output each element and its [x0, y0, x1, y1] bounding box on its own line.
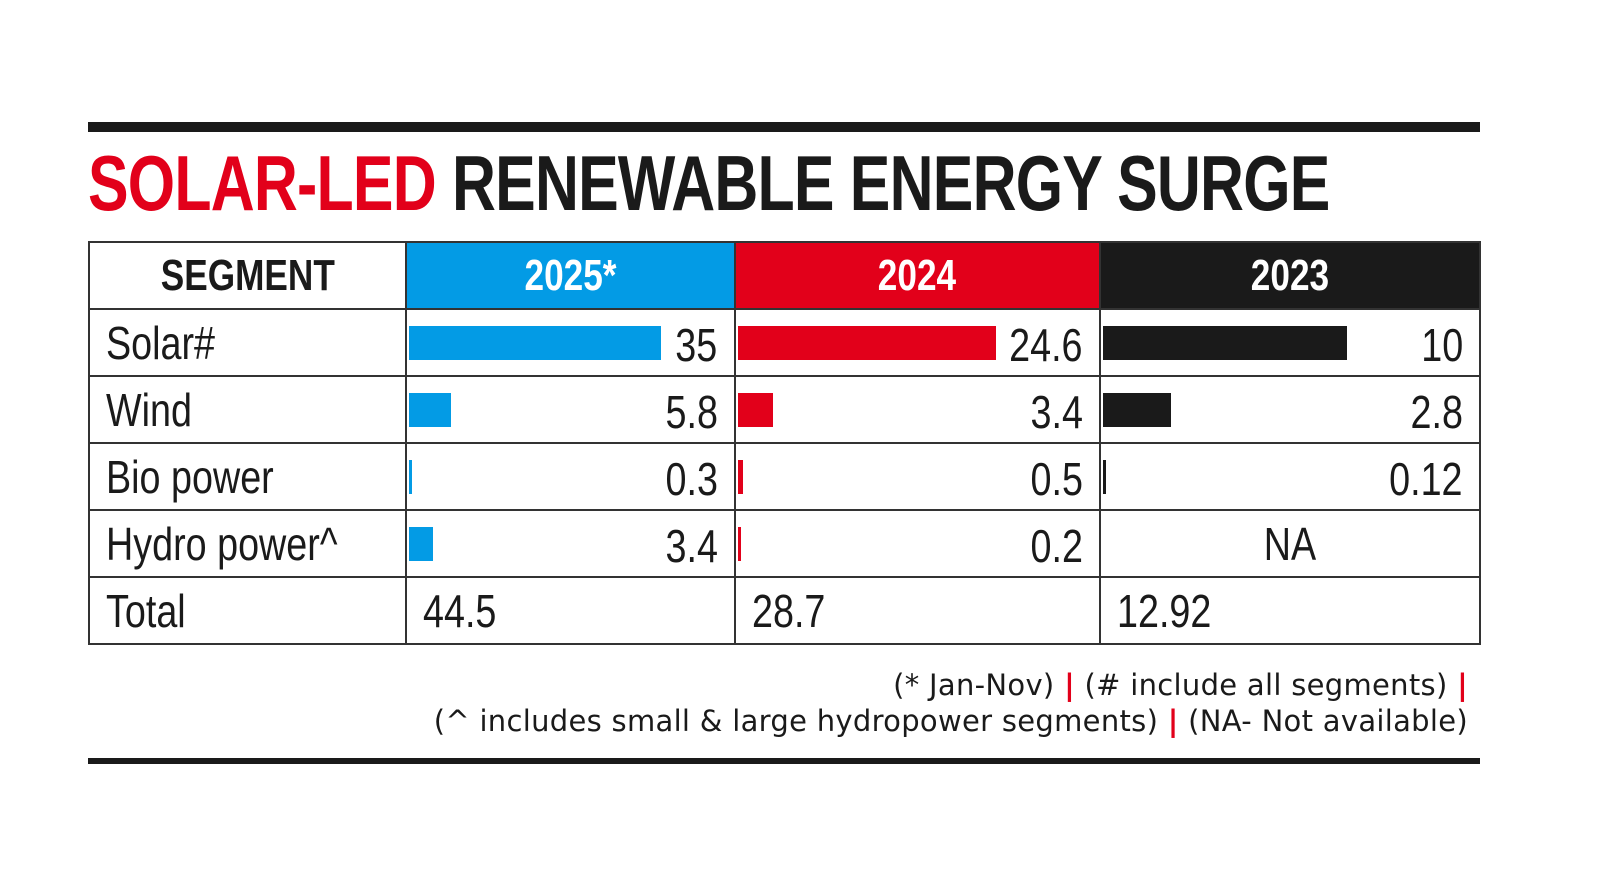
total-value: 12.92: [1098, 576, 1482, 645]
note-hydro: (^ includes small & large hydropower seg…: [433, 704, 1159, 738]
value-cell: 0.5: [733, 442, 1101, 511]
header-2024: 2024: [733, 241, 1101, 310]
footnote-line-1: (* Jan-Nov) | (# include all segments) |: [893, 668, 1468, 702]
value-label: 0.3: [665, 453, 718, 505]
separator: |: [1457, 668, 1468, 702]
bar-2024: [737, 326, 996, 360]
value-cell: 0.3: [404, 442, 736, 511]
bar-2024: [737, 460, 743, 494]
title-rest: RENEWABLE ENERGY SURGE: [451, 139, 1330, 227]
bar-2023: [1102, 460, 1106, 494]
value-label: 5.8: [665, 386, 718, 438]
bottom-rule: [88, 758, 1480, 764]
value-label: 35: [675, 319, 718, 371]
title-highlight: SOLAR-LED: [88, 139, 437, 227]
value-label: 10: [1421, 319, 1463, 371]
value-label: 3.4: [665, 520, 718, 572]
total-value: 28.7: [733, 576, 1101, 645]
value-label: 0.12: [1389, 453, 1463, 505]
separator: |: [1167, 704, 1179, 738]
note-jan-nov: (* Jan-Nov): [893, 668, 1055, 702]
value-cell: NA: [1098, 509, 1482, 578]
value-label: 0.2: [1030, 520, 1083, 572]
value-cell: 2.8: [1098, 375, 1482, 444]
total-value: 44.5: [404, 576, 736, 645]
separator: |: [1064, 668, 1075, 702]
value-cell: 3.4: [733, 375, 1101, 444]
header-row: SEGMENT 2025* 2024 2023: [88, 241, 1482, 310]
value-cell: 35: [404, 308, 736, 377]
bar-2023: [1102, 393, 1172, 427]
note-na: (NA- Not available): [1188, 704, 1468, 738]
table-row: Hydro power^ 3.4 0.2 NA: [88, 509, 1482, 578]
bar-2025: [408, 326, 661, 360]
footnote-line-2: (^ includes small & large hydropower seg…: [434, 704, 1468, 738]
bar-2025: [408, 527, 434, 561]
value-cell: 0.12: [1098, 442, 1482, 511]
total-label: Total: [88, 576, 407, 645]
data-table: SEGMENT 2025* 2024 2023 Solar# 35 24.6 10 Wi…: [88, 241, 1482, 645]
header-segment: SEGMENT: [88, 241, 407, 310]
bar-2023: [1102, 326, 1347, 360]
bar-2025: [408, 460, 412, 494]
table-row: Wind 5.8 3.4 2.8: [88, 375, 1482, 444]
top-rule: [88, 122, 1480, 132]
segment-label: Hydro power^: [88, 509, 407, 578]
table-row: Solar# 35 24.6 10: [88, 308, 1482, 377]
value-label: 24.6: [1009, 319, 1083, 371]
bar-2024: [737, 527, 741, 561]
value-cell: 24.6: [733, 308, 1101, 377]
value-label: 3.4: [1030, 386, 1083, 438]
total-row: Total 44.5 28.7 12.92: [88, 576, 1482, 645]
value-label: 2.8: [1410, 386, 1463, 438]
bar-2025: [408, 393, 451, 427]
segment-label: Wind: [88, 375, 407, 444]
value-cell: 3.4: [404, 509, 736, 578]
table-row: Bio power 0.3 0.5 0.12: [88, 442, 1482, 511]
value-label: NA: [1263, 517, 1317, 570]
note-include-all: (# include all segments): [1084, 668, 1448, 702]
segment-label: Solar#: [88, 308, 407, 377]
value-cell: 5.8: [404, 375, 736, 444]
value-label: 0.5: [1030, 453, 1083, 505]
value-cell: 0.2: [733, 509, 1101, 578]
chart-title: SOLAR-LED RENEWABLE ENERGY SURGE: [88, 138, 1330, 229]
segment-label: Bio power: [88, 442, 407, 511]
value-cell: 10: [1098, 308, 1482, 377]
header-2023: 2023: [1098, 241, 1482, 310]
bar-2024: [737, 393, 774, 427]
header-2025: 2025*: [404, 241, 736, 310]
